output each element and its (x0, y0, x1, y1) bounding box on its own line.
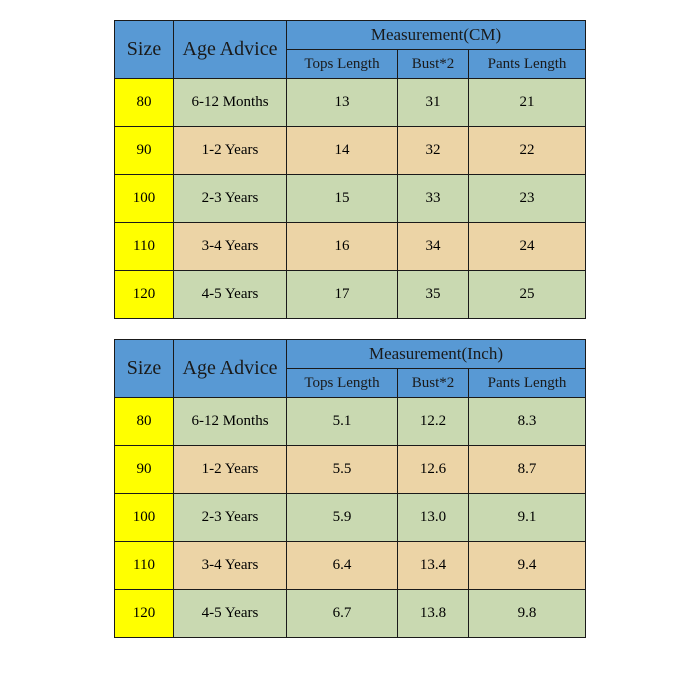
tops-length-header: Tops Length (287, 369, 398, 398)
bust-cell: 35 (398, 271, 469, 319)
table-row: 110 3-4 Years 16 34 24 (115, 223, 586, 271)
age-cell: 1-2 Years (174, 127, 287, 175)
age-cell: 2-3 Years (174, 494, 287, 542)
size-table-inch: Size Age Advice Measurement(Inch) Tops L… (114, 339, 586, 638)
size-cell: 100 (115, 175, 174, 223)
age-cell: 4-5 Years (174, 271, 287, 319)
bust-cell: 12.6 (398, 446, 469, 494)
size-cell: 80 (115, 79, 174, 127)
bust-header: Bust*2 (398, 369, 469, 398)
tops-cell: 15 (287, 175, 398, 223)
pants-cell: 9.4 (469, 542, 586, 590)
tops-cell: 16 (287, 223, 398, 271)
pants-cell: 8.7 (469, 446, 586, 494)
table-row: 120 4-5 Years 17 35 25 (115, 271, 586, 319)
table-row: 80 6-12 Months 5.1 12.2 8.3 (115, 398, 586, 446)
table-row: 90 1-2 Years 14 32 22 (115, 127, 586, 175)
size-header: Size (115, 21, 174, 79)
size-cell: 90 (115, 446, 174, 494)
pants-length-header: Pants Length (469, 369, 586, 398)
age-header: Age Advice (174, 21, 287, 79)
pants-cell: 21 (469, 79, 586, 127)
pants-cell: 24 (469, 223, 586, 271)
tops-cell: 17 (287, 271, 398, 319)
age-cell: 2-3 Years (174, 175, 287, 223)
measurement-header: Measurement(Inch) (287, 340, 586, 369)
age-cell: 3-4 Years (174, 223, 287, 271)
bust-cell: 32 (398, 127, 469, 175)
pants-cell: 25 (469, 271, 586, 319)
tops-cell: 13 (287, 79, 398, 127)
age-cell: 3-4 Years (174, 542, 287, 590)
size-cell: 110 (115, 223, 174, 271)
pants-cell: 22 (469, 127, 586, 175)
tops-cell: 6.4 (287, 542, 398, 590)
age-header: Age Advice (174, 340, 287, 398)
tops-cell: 14 (287, 127, 398, 175)
table-row: 90 1-2 Years 5.5 12.6 8.7 (115, 446, 586, 494)
measurement-header: Measurement(CM) (287, 21, 586, 50)
bust-cell: 31 (398, 79, 469, 127)
bust-header: Bust*2 (398, 50, 469, 79)
size-cell: 110 (115, 542, 174, 590)
bust-cell: 13.0 (398, 494, 469, 542)
pants-cell: 23 (469, 175, 586, 223)
bust-cell: 13.4 (398, 542, 469, 590)
pants-cell: 9.1 (469, 494, 586, 542)
age-cell: 4-5 Years (174, 590, 287, 638)
age-cell: 6-12 Months (174, 398, 287, 446)
table-row: 80 6-12 Months 13 31 21 (115, 79, 586, 127)
bust-cell: 12.2 (398, 398, 469, 446)
size-header: Size (115, 340, 174, 398)
tops-cell: 5.9 (287, 494, 398, 542)
bust-cell: 33 (398, 175, 469, 223)
age-cell: 1-2 Years (174, 446, 287, 494)
tops-length-header: Tops Length (287, 50, 398, 79)
table-row: 100 2-3 Years 15 33 23 (115, 175, 586, 223)
bust-cell: 34 (398, 223, 469, 271)
tops-cell: 5.5 (287, 446, 398, 494)
pants-cell: 9.8 (469, 590, 586, 638)
size-cell: 120 (115, 590, 174, 638)
size-cell: 80 (115, 398, 174, 446)
table-row: 110 3-4 Years 6.4 13.4 9.4 (115, 542, 586, 590)
table-row: 100 2-3 Years 5.9 13.0 9.1 (115, 494, 586, 542)
bust-cell: 13.8 (398, 590, 469, 638)
size-table-cm: Size Age Advice Measurement(CM) Tops Len… (114, 20, 586, 319)
tops-cell: 6.7 (287, 590, 398, 638)
table-row: 120 4-5 Years 6.7 13.8 9.8 (115, 590, 586, 638)
pants-length-header: Pants Length (469, 50, 586, 79)
size-cell: 120 (115, 271, 174, 319)
pants-cell: 8.3 (469, 398, 586, 446)
age-cell: 6-12 Months (174, 79, 287, 127)
size-cell: 100 (115, 494, 174, 542)
tops-cell: 5.1 (287, 398, 398, 446)
size-cell: 90 (115, 127, 174, 175)
